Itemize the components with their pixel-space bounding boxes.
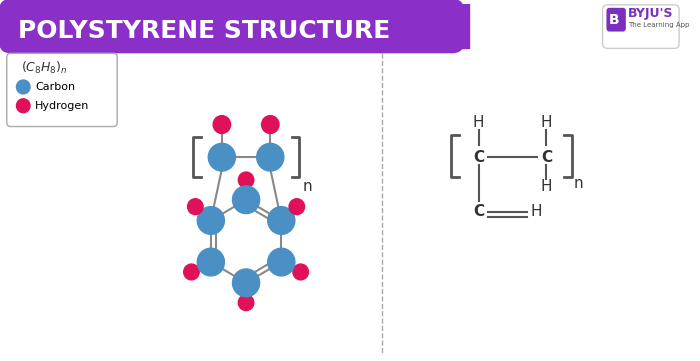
Text: H: H — [540, 179, 552, 194]
Text: BYJU'S: BYJU'S — [628, 7, 673, 20]
Text: H: H — [473, 115, 484, 130]
Circle shape — [17, 99, 30, 113]
Circle shape — [188, 199, 203, 214]
FancyBboxPatch shape — [0, 0, 464, 53]
Text: n: n — [573, 177, 583, 191]
Circle shape — [232, 269, 260, 297]
Text: n: n — [302, 179, 312, 194]
Text: C: C — [473, 204, 484, 219]
Text: B: B — [608, 13, 619, 27]
Text: The Learning App: The Learning App — [628, 22, 689, 28]
Circle shape — [238, 295, 254, 310]
Circle shape — [238, 172, 254, 188]
Text: Carbon: Carbon — [35, 82, 75, 92]
Text: C: C — [541, 150, 552, 165]
Circle shape — [213, 116, 230, 134]
Text: POLYSTYRENE STRUCTURE: POLYSTYRENE STRUCTURE — [18, 18, 391, 43]
Circle shape — [17, 80, 30, 94]
Circle shape — [232, 186, 260, 214]
Circle shape — [197, 248, 225, 276]
Text: H: H — [540, 115, 552, 130]
Circle shape — [293, 264, 309, 280]
Text: H: H — [531, 204, 542, 219]
Circle shape — [209, 143, 235, 171]
FancyBboxPatch shape — [606, 8, 626, 31]
Circle shape — [267, 248, 295, 276]
Text: C: C — [473, 150, 484, 165]
Text: $(C_8H_8)_n$: $(C_8H_8)_n$ — [21, 60, 68, 76]
Circle shape — [267, 206, 295, 234]
FancyBboxPatch shape — [7, 53, 117, 126]
FancyBboxPatch shape — [603, 5, 679, 48]
Circle shape — [183, 264, 199, 280]
Circle shape — [197, 206, 225, 234]
Circle shape — [289, 199, 304, 214]
Text: Hydrogen: Hydrogen — [35, 101, 90, 111]
Circle shape — [262, 116, 279, 134]
Circle shape — [257, 143, 284, 171]
